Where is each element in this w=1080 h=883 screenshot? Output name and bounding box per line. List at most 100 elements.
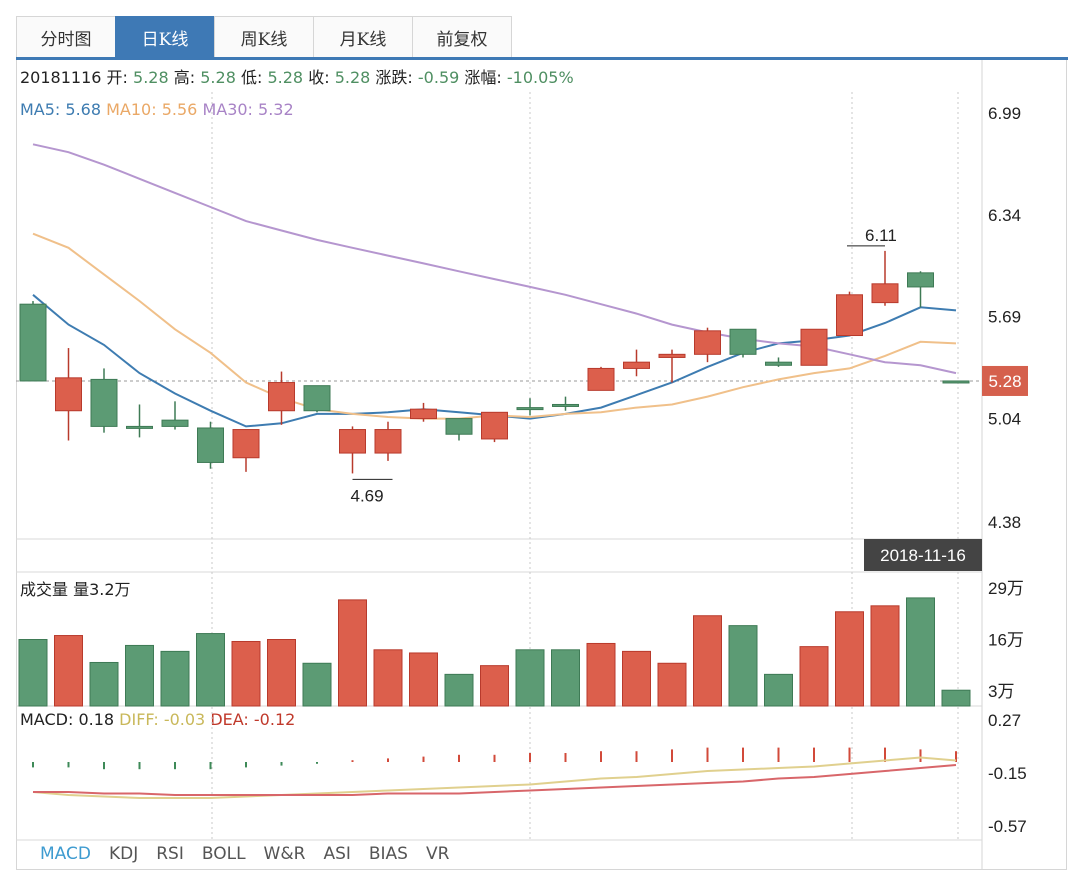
volume-bar <box>480 665 509 707</box>
candle-body <box>552 403 579 407</box>
candle <box>623 349 650 377</box>
info-open: 5.28 <box>133 68 169 87</box>
current-price-tag-label: 5.28 <box>988 372 1021 391</box>
volume-bar <box>338 599 367 707</box>
low-annotation: 4.69 <box>351 486 384 505</box>
macd-tick-label: -0.15 <box>988 764 1027 783</box>
candle <box>126 404 153 438</box>
ma30-legend: MA30: 5.32 <box>202 100 294 119</box>
high-annotation: 6.11 <box>865 226 897 245</box>
candle-body <box>658 353 686 358</box>
volume-bar <box>302 662 332 707</box>
tab-weekly-k[interactable]: 周K线 <box>214 16 314 58</box>
ohlc-info: 20181116 开: 5.28 高: 5.28 低: 5.28 收: 5.28… <box>20 64 574 88</box>
candle <box>232 429 260 472</box>
candle <box>871 250 899 306</box>
price-tick-label: 6.99 <box>988 104 1021 123</box>
volume-bar <box>409 652 438 707</box>
candle <box>552 396 579 411</box>
macd-line-diff <box>32 756 957 799</box>
info-change-label: 涨跌: <box>375 68 413 87</box>
ind-tab-vr[interactable]: VR <box>425 844 450 864</box>
candle <box>658 349 686 383</box>
volume-bar <box>941 689 971 707</box>
ind-tab-bias[interactable]: BIAS <box>368 844 408 864</box>
candle <box>197 421 224 469</box>
ind-tab-boll[interactable]: BOLL <box>201 844 246 864</box>
candle <box>836 291 863 337</box>
ind-tab-asi[interactable]: ASI <box>323 844 351 864</box>
macd-tick-label: -0.57 <box>988 817 1027 836</box>
ind-tab-rsi[interactable]: RSI <box>156 844 184 864</box>
volume-bar <box>728 625 758 707</box>
macd-value: MACD: 0.18 <box>20 710 115 729</box>
chart-frame <box>16 60 1067 870</box>
tab-intraday[interactable]: 分时图 <box>16 16 116 58</box>
candle <box>587 366 615 391</box>
candle-body <box>481 411 508 440</box>
volume-bar <box>870 605 900 707</box>
diff-value: DIFF: -0.03 <box>119 710 206 729</box>
candle <box>410 402 437 422</box>
volume-bar <box>551 649 580 707</box>
date-tag-label: 2018-11-16 <box>880 546 966 565</box>
info-date: 20181116 <box>20 68 102 87</box>
volume-bar <box>764 673 793 707</box>
tab-forward-adjusted[interactable]: 前复权 <box>412 16 512 58</box>
volume-tick-label: 3万 <box>988 682 1014 701</box>
volume-bar <box>54 635 83 707</box>
volume-bar <box>373 649 403 707</box>
candle <box>765 357 792 367</box>
candle <box>694 327 721 363</box>
price-tick-label: 5.04 <box>988 410 1021 429</box>
candle-body <box>19 303 47 382</box>
indicator-tabs: MACD KDJ RSI BOLL W&R ASI BIAS VR <box>40 844 449 864</box>
info-pct-label: 涨幅: <box>464 68 502 87</box>
volume-bar <box>799 646 829 707</box>
info-low: 5.28 <box>267 68 304 87</box>
candle <box>303 385 331 413</box>
candle-body <box>374 429 402 454</box>
volume-bar <box>906 597 935 707</box>
candle <box>907 271 934 308</box>
candle <box>268 371 295 425</box>
ind-tab-wr[interactable]: W&R <box>263 844 306 864</box>
info-close: 5.28 <box>334 68 371 87</box>
candle-body <box>623 361 650 369</box>
ma10-legend: MA10: 5.56 <box>106 100 198 119</box>
candle-body <box>90 378 118 427</box>
candle-body <box>197 427 224 463</box>
candle <box>481 411 508 443</box>
candle-body <box>694 330 721 355</box>
volume-bar <box>622 650 651 707</box>
info-change: -0.59 <box>417 68 460 87</box>
info-low-label: 低: <box>240 68 263 87</box>
candle <box>339 426 366 474</box>
price-tick-label: 6.34 <box>988 206 1021 225</box>
candle-body <box>836 294 863 337</box>
ind-tab-macd[interactable]: MACD <box>40 844 91 864</box>
volume-bar <box>160 650 190 707</box>
info-open-label: 开: <box>106 68 128 87</box>
current-price-tag <box>982 365 1028 396</box>
candle-body <box>126 425 153 429</box>
volume-bar <box>835 611 864 707</box>
volume-bar <box>586 642 616 707</box>
candle <box>161 401 189 430</box>
volume-bar <box>267 639 296 707</box>
volume-bar <box>89 661 119 707</box>
volume-bar <box>18 639 48 707</box>
info-high: 5.28 <box>200 68 236 87</box>
volume-title: 成交量 量3.2万 <box>20 580 131 599</box>
volume-bar <box>196 633 225 707</box>
date-tag <box>864 539 982 571</box>
candle <box>516 398 544 416</box>
ma5-legend: MA5: 5.68 <box>20 100 102 119</box>
info-close-label: 收: <box>308 68 330 87</box>
candle <box>729 328 757 358</box>
ind-tab-kdj[interactable]: KDJ <box>108 844 139 864</box>
volume-tick-label: 16万 <box>988 631 1024 650</box>
candle <box>55 348 82 441</box>
candle-body <box>339 429 366 454</box>
